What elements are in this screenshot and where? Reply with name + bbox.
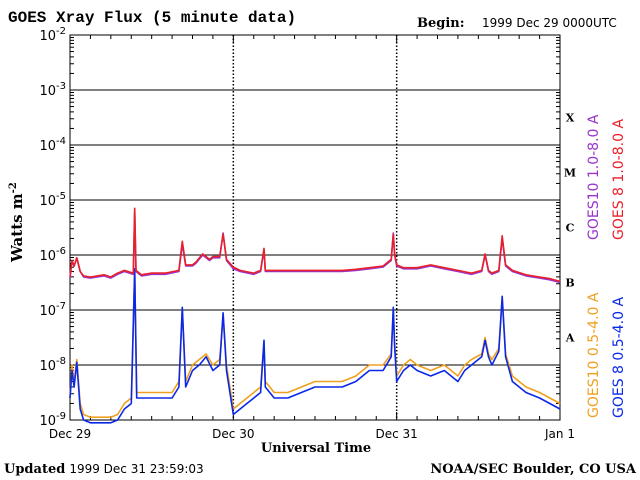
updated-value: 1999 Dec 31 23:59:03 [69, 462, 203, 476]
x-tick-label: Dec 30 [212, 427, 254, 441]
legend-goes10-long: GOES10 1.0-8.0 A [586, 114, 602, 240]
y-tick-label: 10-9 [39, 411, 66, 429]
plot-frame [69, 34, 561, 421]
y-tick-label: 10-7 [39, 301, 66, 319]
chart-title: GOES Xray Flux (5 minute data) [8, 9, 296, 27]
y-tick-label: 10-5 [39, 191, 66, 209]
flare-class-label: B [565, 277, 574, 290]
y-tick-label: 10-4 [39, 136, 66, 154]
flare-class-label: M [564, 167, 576, 180]
y-tick-label: 10-6 [39, 246, 66, 264]
legend-goes10-short: GOES10 0.5-4.0 A [586, 292, 602, 418]
series-layer [69, 207, 561, 424]
legend-goes8-short: GOES 8 0.5-4.0 A [611, 297, 627, 418]
series-line-1 [69, 207, 561, 283]
x-tick-label: Dec 31 [376, 427, 418, 441]
begin-value: 1999 Dec 29 0000UTC [482, 16, 617, 30]
grid-layer [69, 34, 561, 421]
flare-class-label: A [565, 332, 575, 345]
y-tick-labels: 10-2 10-3 10-4 10-5 10-6 10-7 10-8 10-9 [39, 26, 66, 429]
updated-text: Updated 1999 Dec 31 23:59:03 [4, 462, 204, 477]
series-line-0 [69, 210, 561, 284]
updated-label: Updated [4, 462, 65, 477]
y-tick-label: 10-8 [39, 356, 66, 374]
x-tick-label: Dec 29 [49, 427, 91, 441]
y-tick-label: 10-2 [39, 26, 66, 44]
credit-text: NOAA/SEC Boulder, CO USA [430, 462, 637, 477]
begin-label: Begin: [417, 16, 465, 31]
x-axis-label: Universal Time [261, 441, 371, 456]
legend-goes8-long: GOES 8 1.0-8.0 A [611, 119, 627, 240]
x-tick-labels: Dec 29 Dec 30 Dec 31 Jan 1 [49, 427, 575, 441]
flare-class-label: C [566, 222, 575, 235]
y-tick-label: 10-3 [39, 81, 66, 99]
flare-class-labels: X M C B A [564, 112, 576, 345]
series-line-3 [69, 267, 561, 424]
flare-class-label: X [566, 112, 575, 125]
y-axis-label: Watts m-2 [8, 182, 26, 263]
x-tick-label: Jan 1 [544, 427, 575, 441]
